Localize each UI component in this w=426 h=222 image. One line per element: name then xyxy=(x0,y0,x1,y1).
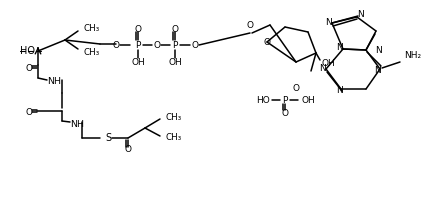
Text: N: N xyxy=(374,65,380,75)
Text: OH: OH xyxy=(168,57,181,67)
Text: S: S xyxy=(105,133,111,143)
Text: N: N xyxy=(336,85,343,95)
Text: CH₃: CH₃ xyxy=(166,133,182,143)
Text: HO: HO xyxy=(20,46,35,56)
Text: O: O xyxy=(26,63,32,73)
Text: HO: HO xyxy=(256,95,269,105)
Text: OH: OH xyxy=(321,59,335,67)
Text: N: N xyxy=(375,46,381,54)
Text: CH₃: CH₃ xyxy=(84,48,100,57)
Text: NH: NH xyxy=(70,119,84,129)
Text: N: N xyxy=(336,42,343,52)
Text: CH₃: CH₃ xyxy=(166,113,182,121)
Text: O: O xyxy=(281,109,288,117)
Text: O: O xyxy=(292,83,299,93)
Text: O: O xyxy=(171,24,178,34)
Text: O: O xyxy=(263,38,270,46)
Text: O: O xyxy=(246,20,253,30)
Text: P: P xyxy=(172,40,177,50)
Text: OH: OH xyxy=(131,57,144,67)
Text: O: O xyxy=(191,40,198,50)
Text: O: O xyxy=(124,145,131,155)
Text: O: O xyxy=(153,40,160,50)
Text: P: P xyxy=(282,95,287,105)
Text: O: O xyxy=(112,40,119,50)
Text: O: O xyxy=(134,24,141,34)
Text: OH: OH xyxy=(301,95,315,105)
Text: N: N xyxy=(319,63,325,73)
Text: P: P xyxy=(135,40,140,50)
Text: NH: NH xyxy=(47,77,61,85)
Text: N: N xyxy=(357,10,363,18)
Text: O: O xyxy=(26,107,32,117)
Text: N: N xyxy=(325,18,331,26)
Text: NH₂: NH₂ xyxy=(403,50,420,59)
Text: CH₃: CH₃ xyxy=(84,24,100,32)
